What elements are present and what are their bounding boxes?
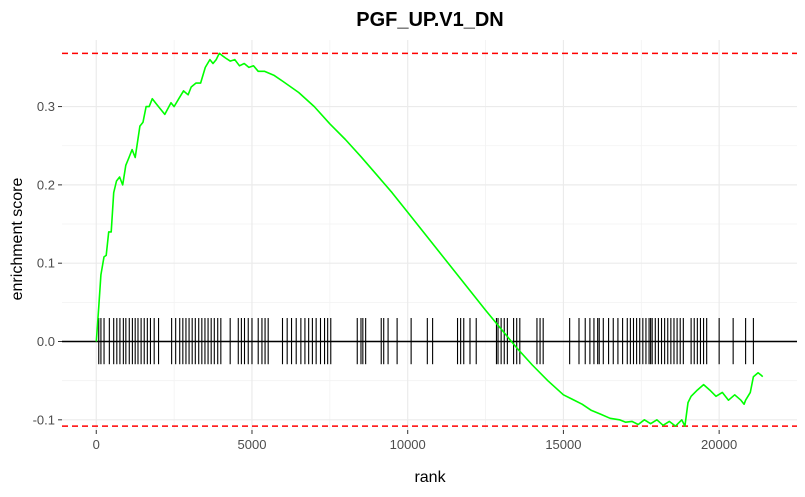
y-axis-ticks: -0.1 0.0 0.1 0.2 0.3: [33, 99, 62, 427]
y-tick-label: 0.2: [37, 177, 55, 192]
enrichment-curve: [95, 52, 764, 427]
grid-lines: [62, 40, 797, 430]
enrichment-curve-layer: [95, 52, 764, 427]
x-tick-label: 15000: [545, 437, 581, 452]
x-tick-label: 20000: [701, 437, 737, 452]
x-tick-label: 5000: [238, 437, 267, 452]
x-tick-label: 10000: [390, 437, 426, 452]
y-axis-title: enrichment score: [9, 178, 26, 301]
y-tick-label: 0.3: [37, 99, 55, 114]
gene-hit-ticks: [98, 318, 754, 365]
chart-title: PGF_UP.V1_DN: [356, 9, 503, 31]
y-tick-label: -0.1: [33, 412, 55, 427]
y-tick-label: 0.0: [37, 334, 55, 349]
x-axis-ticks: 0 5000 10000 15000 20000: [93, 430, 737, 452]
y-tick-label: 0.1: [37, 256, 55, 271]
x-axis-title: rank: [414, 469, 446, 486]
x-tick-label: 0: [93, 437, 100, 452]
